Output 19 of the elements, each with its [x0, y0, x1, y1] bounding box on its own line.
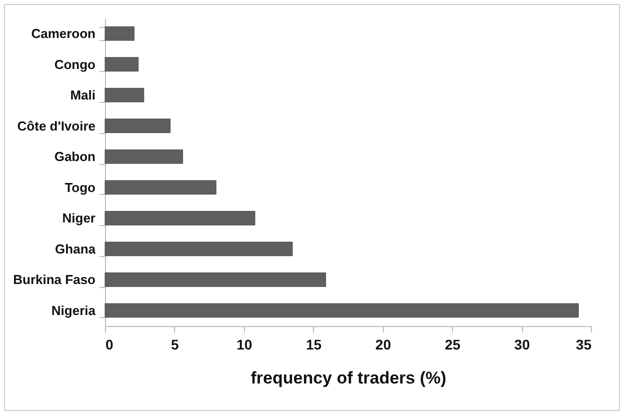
- y-tick-label: Burkina Faso: [13, 272, 96, 288]
- x-tick-label: 20: [375, 336, 392, 352]
- x-tick-label: 0: [106, 336, 114, 352]
- x-tick-label: 35: [576, 336, 592, 352]
- x-tick-label: 25: [444, 336, 461, 352]
- x-axis-title: frequency of traders (%): [250, 368, 446, 388]
- y-tick-label: Gabon: [54, 149, 96, 164]
- y-tick-label: Ghana: [55, 241, 96, 256]
- y-tick-label: Togo: [64, 180, 96, 195]
- y-tick-label: Cameroon: [31, 26, 96, 42]
- y-tick-label: Côte d'Ivoire: [17, 118, 96, 134]
- x-tick-label: 30: [514, 336, 530, 352]
- y-tick-label: Mali: [70, 88, 96, 103]
- x-tick-label: 15: [306, 336, 322, 352]
- y-tick-label: Niger: [62, 210, 96, 226]
- x-tick-label: 5: [171, 336, 180, 352]
- y-tick-label: Nigeria: [51, 302, 96, 318]
- x-tick-label: 10: [236, 336, 252, 352]
- y-tick-label: Congo: [54, 56, 96, 72]
